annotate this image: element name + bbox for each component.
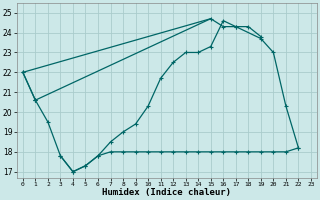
X-axis label: Humidex (Indice chaleur): Humidex (Indice chaleur) [102,188,231,197]
